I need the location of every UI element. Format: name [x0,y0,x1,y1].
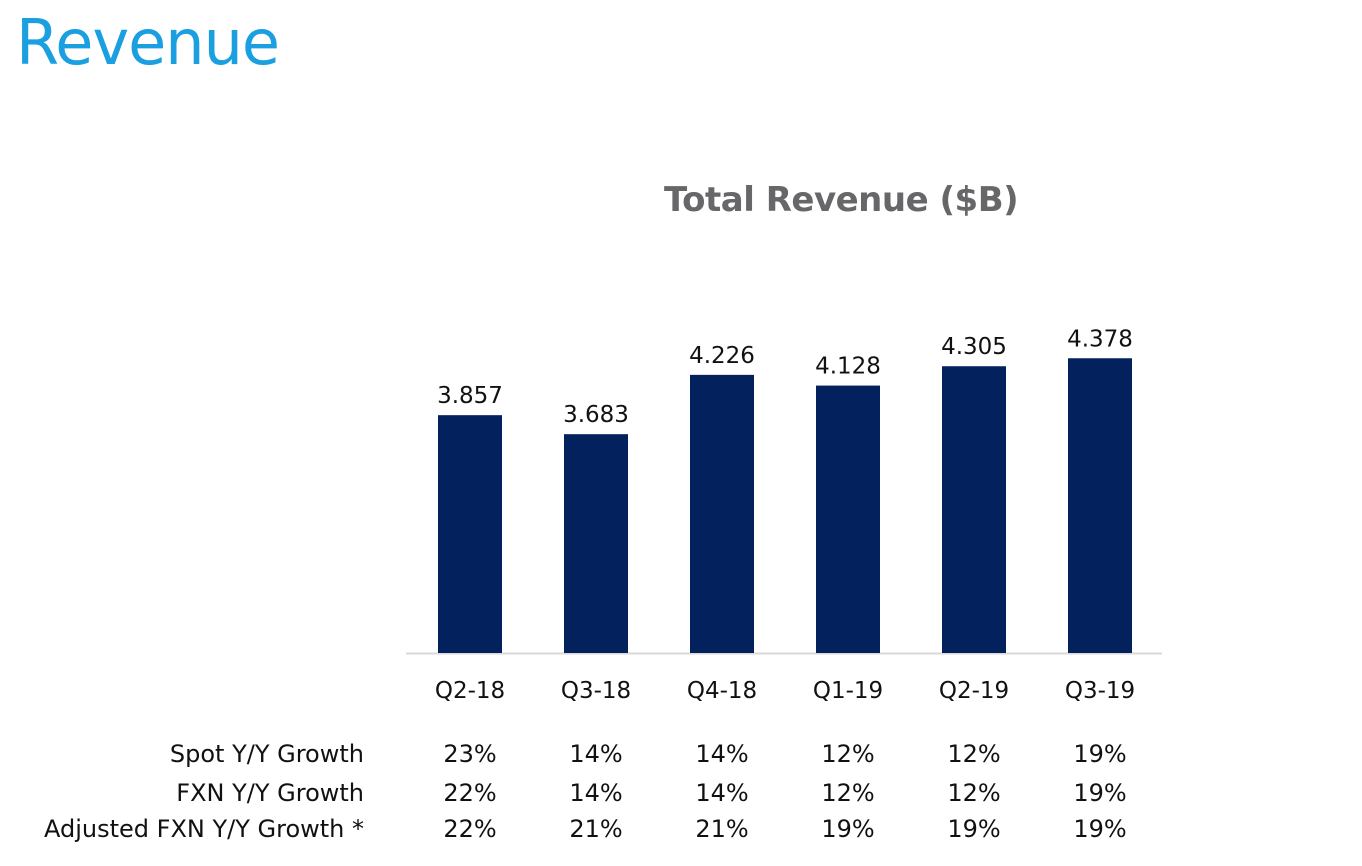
bar-chart: 3.857 3.683 4.226 4.128 4.305 4.378 Q2-18 Q3-1… [406,326,1162,704]
x-tick-label: Q3-19 [1065,678,1135,704]
table-cell: 19% [1073,815,1127,843]
x-tick-label: Q4-18 [687,678,757,704]
bar-q3-19 [1068,358,1132,653]
table-cell: 19% [1073,779,1127,807]
bar-q2-19 [942,366,1006,653]
table-cell: 14% [695,779,749,807]
bar-q2-18 [438,415,502,653]
table-row-label: FXN Y/Y Growth [176,779,364,807]
table-cell: 21% [569,815,623,843]
x-tick-label: Q1-19 [813,678,883,704]
bar-q4-18 [690,374,754,653]
value-label: 4.226 [689,343,755,369]
table-cell: 12% [821,779,875,807]
value-label: 4.378 [1067,326,1133,352]
value-label: 4.305 [941,334,1007,360]
table-cell: 23% [443,740,497,768]
value-label: 3.683 [563,402,629,428]
table-cell: 19% [821,815,875,843]
x-tick-label: Q2-18 [435,678,505,704]
table-row-label: Spot Y/Y Growth [169,740,364,768]
table-cell: 14% [569,779,623,807]
table-cell: 12% [947,779,1001,807]
table-cell: 19% [1073,740,1127,768]
x-tick-label: Q2-19 [939,678,1009,704]
chart-title: Total Revenue ($B) [664,180,1019,220]
slide-title: Revenue [16,6,280,79]
value-label: 4.128 [815,354,881,380]
x-tick-label: Q3-18 [561,678,631,704]
bar-q3-18 [564,434,628,653]
table-cell: 22% [443,815,497,843]
table-cell: 12% [947,740,1001,768]
table-cell: 12% [821,740,875,768]
bar-q1-19 [816,385,880,653]
value-label: 3.857 [437,383,503,409]
table-cell: 14% [569,740,623,768]
table-cell: 19% [947,815,1001,843]
table-row-label: Adjusted FXN Y/Y Growth * [43,815,364,843]
table-cell: 22% [443,779,497,807]
table-cell: 14% [695,740,749,768]
table-cell: 21% [695,815,749,843]
